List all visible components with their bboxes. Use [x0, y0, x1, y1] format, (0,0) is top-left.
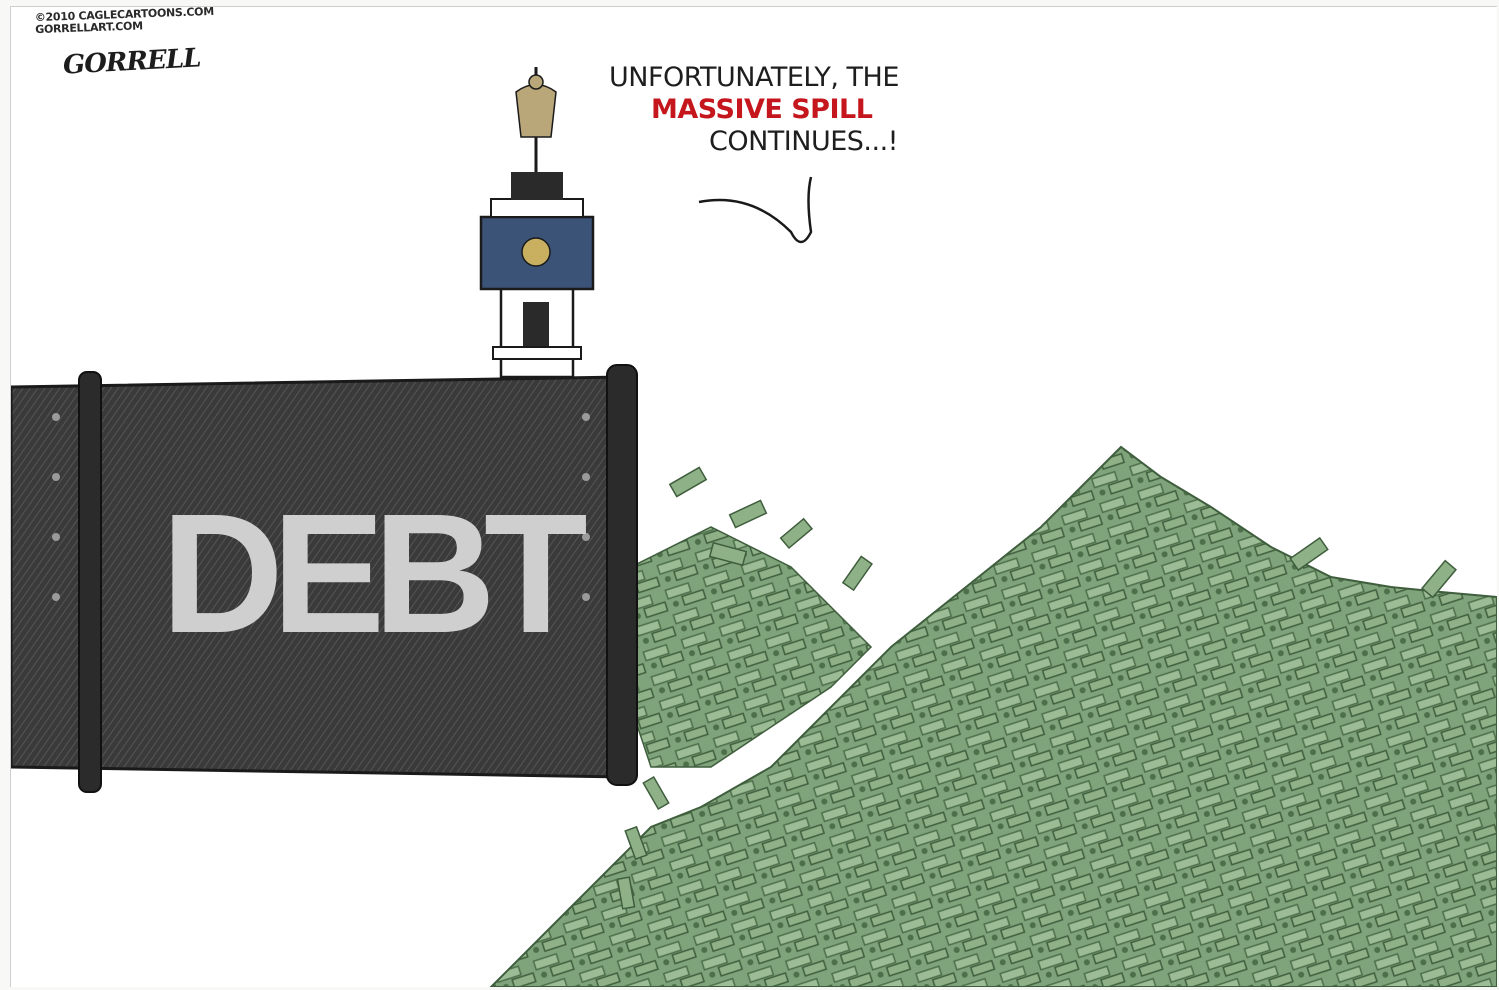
caption-line-3: CONTINUES...!	[709, 126, 899, 157]
cartoon-illustration: DEBT	[11, 67, 1497, 987]
caption-line-2: MASSIVE SPILL	[651, 94, 873, 125]
pipe-flange-right	[606, 364, 638, 786]
debt-label: DEBT	[161, 479, 587, 669]
pipe-flange-left	[78, 371, 102, 793]
caption-line-1: UNFORTUNATELY, THE	[609, 62, 899, 93]
flying-bills	[616, 466, 1457, 910]
speech-tail	[698, 176, 813, 244]
cartoon-panel: DEBT ©2010 CAGLECARTOONS.COM GORRELLART.…	[10, 6, 1497, 987]
money-pile	[489, 445, 1497, 987]
bell-tower	[479, 67, 595, 379]
